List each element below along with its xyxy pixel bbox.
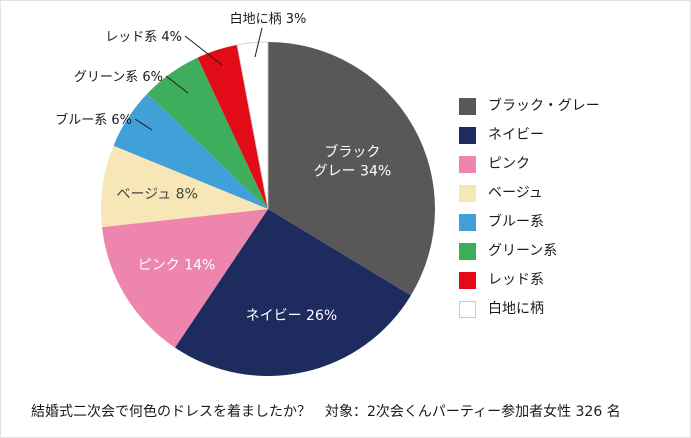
- legend-label: ネイビー: [488, 127, 544, 143]
- slice-label: グリーン系 6%: [74, 70, 163, 85]
- legend-swatch: [459, 243, 476, 260]
- pie-slice-1: [174, 209, 411, 376]
- leader-line: [165, 75, 189, 94]
- legend-label: ベージュ: [488, 185, 543, 201]
- pie-slice-2: [101, 209, 269, 348]
- pie-slice-3: [101, 145, 268, 228]
- legend-label: ブラック・グレー: [488, 98, 600, 114]
- legend-label: ピンク: [488, 156, 530, 172]
- legend-swatch: [459, 98, 476, 115]
- legend-swatch: [459, 185, 476, 202]
- slice-label: ピンク 14%: [138, 257, 216, 273]
- legend-swatch: [459, 156, 476, 173]
- legend-item: グリーン系: [459, 243, 600, 260]
- slice-label: ブルー系 6%: [55, 112, 132, 128]
- leader-line: [254, 27, 263, 58]
- pie-slice-7: [236, 41, 269, 210]
- slice-label: ブラックグレー 34%: [314, 143, 392, 179]
- pie-slice-0: [268, 42, 435, 296]
- legend-item: ブラック・グレー: [459, 98, 600, 115]
- pie-slice-4: [113, 93, 269, 209]
- legend-label: レッド系: [488, 272, 544, 288]
- legend-item: ネイビー: [459, 127, 600, 144]
- legend-swatch: [459, 272, 476, 289]
- legend-item: レッド系: [459, 272, 600, 289]
- legend-swatch: [459, 127, 476, 144]
- legend-item: ブルー系: [459, 214, 600, 231]
- legend-label: グリーン系: [488, 243, 558, 259]
- legend-item: ベージュ: [459, 185, 600, 202]
- pie-slice-6: [197, 44, 268, 210]
- slice-label: ベージュ 8%: [116, 186, 197, 202]
- slice-label: ネイビー 26%: [246, 308, 338, 324]
- pie-slice-5: [147, 57, 268, 210]
- slice-label: レッド系 4%: [105, 30, 182, 45]
- legend-label: 白地に柄: [488, 301, 544, 317]
- leader-line: [184, 35, 223, 66]
- legend-item: 白地に柄: [459, 301, 600, 318]
- legend-swatch: [459, 301, 476, 318]
- legend-swatch: [459, 214, 476, 231]
- leader-line: [134, 118, 153, 131]
- legend-item: ピンク: [459, 156, 600, 173]
- chart-caption: 結婚式二次会で何色のドレスを着ましたか？ 対象：2次会くんパーティー参加者女性 …: [31, 404, 621, 420]
- legend-label: ブルー系: [488, 214, 544, 230]
- legend: ブラック・グレー ネイビーピンクベージュブルー系グリーン系レッド系白地に柄: [459, 98, 600, 318]
- slice-label: 白地に柄 3%: [230, 11, 307, 27]
